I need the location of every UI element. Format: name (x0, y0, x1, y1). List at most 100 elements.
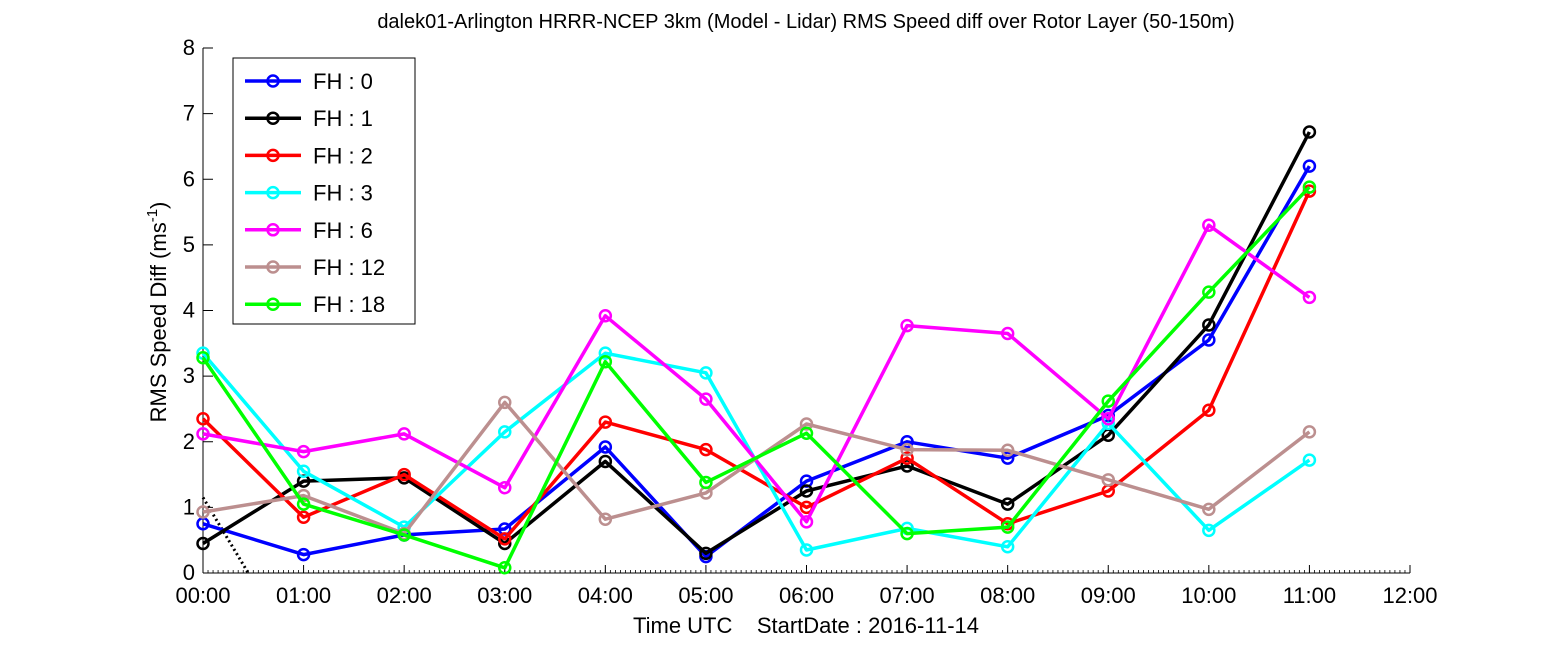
data-point (1000, 520, 1015, 534)
data-point (699, 475, 713, 490)
data-point (196, 427, 210, 441)
legend-label: FH : 18 (313, 292, 385, 317)
data-point (296, 547, 311, 562)
legend-label: FH : 0 (313, 69, 373, 94)
data-point (1000, 451, 1015, 465)
data-point (598, 415, 613, 429)
data-point (900, 442, 914, 457)
data-point (1101, 412, 1115, 426)
y-tick-label: 3 (183, 363, 195, 388)
x-tick-label: 07:00 (880, 583, 935, 608)
data-point (1202, 523, 1216, 538)
data-point (1000, 443, 1015, 458)
y-axis-label-tail: ) (146, 202, 171, 209)
legend-swatch-marker (266, 297, 280, 311)
data-point (598, 440, 613, 454)
chart-title: dalek01-Arlington HRRR-NCEP 3km (Model -… (377, 11, 1234, 33)
x-tick-label: 08:00 (980, 583, 1035, 608)
data-point (900, 318, 914, 333)
data-point (799, 543, 814, 557)
data-point (1101, 473, 1115, 487)
x-tick-label: 00:00 (175, 583, 230, 608)
data-point (1101, 394, 1115, 408)
legend-label: FH : 3 (313, 181, 373, 206)
y-tick-label: 0 (183, 560, 195, 585)
data-point (1202, 403, 1216, 417)
y-tick-label: 6 (183, 166, 195, 191)
data-point (900, 526, 914, 541)
legend-swatch-marker (266, 260, 280, 274)
y-tick-label: 1 (183, 494, 195, 519)
y-axis-label-sup: -1 (144, 209, 161, 222)
data-point (799, 515, 814, 529)
data-point (1000, 540, 1015, 554)
data-point (1202, 333, 1216, 347)
legend-swatch-marker (266, 111, 280, 125)
series-6 (196, 180, 1317, 575)
y-tick-label: 8 (183, 35, 195, 60)
legend-swatch-marker (266, 185, 280, 200)
data-point (1302, 180, 1317, 194)
legend-swatch-marker (266, 148, 280, 163)
data-point (498, 532, 512, 546)
x-tick-label: 09:00 (1081, 583, 1136, 608)
data-point (799, 484, 814, 498)
data-point (498, 425, 512, 439)
series-line (202, 131, 1311, 556)
data-point (296, 464, 311, 479)
legend-label: FH : 1 (313, 106, 373, 131)
data-point (598, 346, 613, 360)
data-point (1302, 159, 1317, 173)
x-tick-label: 11:00 (1283, 583, 1336, 608)
y-tick-label: 2 (183, 429, 195, 454)
data-point (799, 426, 814, 440)
x-tick-label: 02:00 (377, 583, 432, 608)
data-point (699, 442, 713, 457)
y-tick-label: 4 (183, 298, 195, 323)
x-tick-label: 10:00 (1181, 583, 1236, 608)
data-point (598, 512, 613, 526)
x-axis-label: Time UTC StartDate : 2016-11-14 (633, 613, 979, 638)
legend-label: FH : 6 (313, 218, 373, 243)
data-point (1202, 502, 1216, 517)
data-point (397, 427, 411, 441)
data-point (196, 412, 210, 426)
y-tick-label: 5 (183, 232, 195, 257)
data-point (598, 309, 613, 323)
x-tick-label: 06:00 (779, 583, 834, 608)
y-axis-label-main: RMS Speed Diff (ms (146, 222, 171, 422)
legend: FH : 0 FH : 1 FH : 2 FH : 3 FH : 6 FH : 12 FH … (232, 57, 416, 325)
x-tick-label: 01:00 (276, 583, 331, 608)
legend-swatch-marker (266, 74, 280, 88)
series-line (202, 165, 1311, 559)
data-point (1202, 218, 1216, 232)
data-point (900, 459, 914, 473)
data-point (296, 444, 311, 459)
data-point (598, 354, 613, 369)
data-point (296, 497, 311, 511)
data-point (598, 454, 613, 469)
data-point (196, 351, 210, 365)
y-tick-label: 7 (183, 101, 195, 126)
data-point (699, 392, 713, 406)
data-point (1302, 453, 1317, 467)
x-tick-label: 03:00 (477, 583, 532, 608)
plot-series (196, 125, 1317, 575)
data-point (699, 366, 713, 380)
legend-label: FH : 2 (313, 143, 373, 168)
data-point (1302, 425, 1317, 439)
series-line (201, 190, 1311, 541)
data-point (296, 510, 311, 524)
data-point (699, 546, 713, 561)
legend-swatch-marker (266, 223, 280, 237)
series-line (201, 185, 1311, 570)
data-point (900, 435, 914, 449)
y-axis-label: RMS Speed Diff (ms-1) (144, 202, 171, 423)
data-point (498, 480, 512, 495)
data-point (900, 451, 914, 465)
data-point (196, 505, 210, 519)
x-tick-label: 04:00 (578, 583, 633, 608)
data-point (1202, 285, 1216, 299)
legend-label: FH : 12 (313, 255, 385, 280)
